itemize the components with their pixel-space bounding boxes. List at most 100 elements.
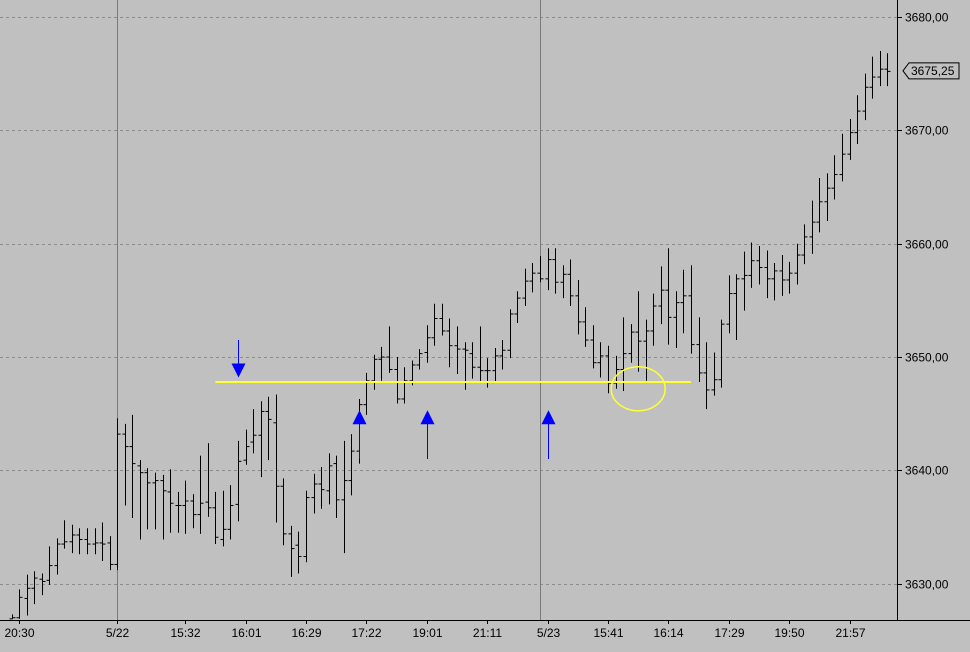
- ohlc-bar: [567, 259, 574, 307]
- ohlc-bar: [514, 291, 521, 324]
- x-tick-label: 20:30: [4, 626, 34, 640]
- ohlc-bar: [114, 418, 121, 571]
- ohlc-bar: [446, 318, 453, 368]
- ohlc-bar: [205, 443, 212, 517]
- ohlc-bar: [378, 346, 385, 381]
- ohlc-bar: [522, 268, 529, 307]
- ohlc-bar: [175, 491, 182, 533]
- ohlc-bar: [529, 262, 536, 293]
- ohlc-bar: [703, 342, 710, 410]
- ohlc-bar: [84, 528, 91, 555]
- ohlc-bar: [137, 460, 144, 540]
- ohlc-bar: [650, 293, 657, 346]
- ohlc-bar: [718, 319, 725, 388]
- ohlc-bar: [477, 326, 484, 381]
- ohlc-bar: [46, 546, 53, 585]
- ohlc-bar: [492, 347, 499, 382]
- ohlc-bar: [197, 455, 204, 534]
- ohlc-bar: [537, 256, 544, 283]
- ohlc-bar: [696, 317, 703, 382]
- ohlc-bar: [288, 525, 295, 577]
- ohlc-bar: [771, 262, 778, 301]
- ohlc-bar: [273, 394, 280, 523]
- price-axis: 3630,00 3640,00 3650,00 3660,00 3670,00 3680,…: [897, 0, 960, 620]
- ohlc-bar: [31, 571, 38, 605]
- x-tick-label: 21:11: [473, 626, 502, 640]
- ohlc-bar: [741, 251, 748, 311]
- ohlc-bar: [711, 352, 718, 396]
- highlight-ellipse: [610, 366, 666, 412]
- arrow-up: [420, 410, 435, 460]
- ohlc-bar: [613, 355, 620, 389]
- ohlc-bar: [69, 524, 76, 554]
- ohlc-bar: [877, 51, 884, 87]
- time-axis: 20:30 5/22 15:32 16:01 16:29 17:22 19:01 21:11 5…: [0, 620, 970, 640]
- x-tick-label: 19:01: [412, 626, 442, 640]
- annotations: [215, 340, 691, 460]
- ohlc-bar: [507, 309, 514, 359]
- y-tick-label: 3650,00: [905, 351, 949, 365]
- ohlc-bar: [748, 242, 755, 288]
- ohlc-bar: [439, 303, 446, 336]
- y-tick-label: 3630,00: [905, 578, 949, 592]
- ohlc-bar: [243, 429, 250, 465]
- arrow-up: [541, 410, 556, 460]
- ohlc-bar: [620, 317, 627, 392]
- ohlc-bar: [39, 573, 46, 596]
- arrow-head: [420, 410, 435, 425]
- ohlc-bar: [280, 478, 287, 546]
- ohlc-bar: [152, 472, 159, 530]
- ohlc-bar: [9, 614, 16, 620]
- ohlc-bar: [628, 324, 635, 363]
- ohlc-bar: [76, 528, 83, 555]
- plot-area: [0, 0, 897, 620]
- ohlc-bar: [107, 536, 114, 571]
- ohlc-bar: [673, 291, 680, 348]
- ohlc-bar: [597, 342, 604, 378]
- ohlc-bar: [99, 522, 106, 562]
- ohlc-bar: [643, 319, 650, 381]
- x-tick-label: 15:41: [593, 626, 623, 640]
- ohlc-bar: [733, 274, 740, 341]
- ohlc-bar: [665, 248, 672, 345]
- ohlc-bar: [824, 173, 831, 222]
- ohlc-bar: [333, 455, 340, 518]
- ohlc-bar: [386, 326, 393, 373]
- ohlc-bar: [469, 342, 476, 379]
- ohlc-bar: [61, 520, 68, 549]
- ohlc-bar: [190, 494, 197, 529]
- ohlc-bar: [869, 56, 876, 99]
- x-tick-label: 21:57: [835, 626, 865, 640]
- y-tick-label: 3640,00: [905, 464, 949, 478]
- y-tick-label: 3660,00: [905, 238, 949, 252]
- ohlc-bar: [605, 345, 612, 394]
- ohlc-bar: [212, 491, 219, 545]
- ohlc-bar: [801, 224, 808, 265]
- ohlc-bar: [220, 490, 227, 547]
- arrow-head: [541, 410, 556, 425]
- ohlc-bar: [122, 423, 129, 506]
- ohlc-bar: [839, 133, 846, 182]
- ohlc-bar: [303, 490, 310, 563]
- ohlc-bar: [371, 354, 378, 390]
- ohlc-bar: [258, 401, 265, 478]
- ohlc-bar: [454, 326, 461, 375]
- ohlc-bar: [394, 357, 401, 404]
- x-tick-label: 19:50: [774, 626, 804, 640]
- ohlc-bar: [575, 279, 582, 335]
- ohlc-bar: [295, 531, 302, 574]
- ohlc-bar: [764, 250, 771, 299]
- ohlc-bar: [816, 177, 823, 233]
- ohlc-bar: [250, 409, 257, 454]
- ohlc-bar: [680, 269, 687, 334]
- y-tick-label: 3670,00: [905, 124, 949, 138]
- ohlc-bar: [16, 589, 23, 619]
- x-tick-label: 17:22: [351, 626, 381, 640]
- ohlc-bar: [809, 200, 816, 254]
- last-price-marker: [902, 62, 960, 80]
- arrow-head: [231, 363, 246, 378]
- x-tick-label: 15:32: [170, 626, 200, 640]
- x-tick-label: 5/22: [106, 626, 130, 640]
- ohlc-bar: [416, 349, 423, 370]
